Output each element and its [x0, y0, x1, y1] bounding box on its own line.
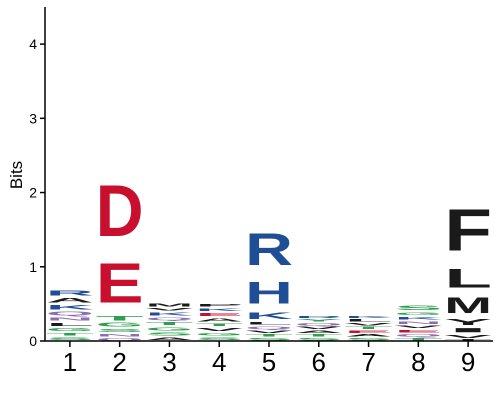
logo-letter: H [245, 275, 293, 311]
x-axis-ticks: 1 2 3 4 5 6 7 8 9 [63, 341, 475, 377]
logo-letter: A [46, 297, 94, 304]
logo-letter: T [295, 334, 343, 338]
y-tick-label: 0 [29, 333, 37, 349]
logo-letter: L [345, 319, 393, 323]
logo-letter: E [345, 330, 393, 334]
logo-letter: V [195, 327, 243, 332]
logo-letter: V [394, 325, 442, 329]
logo-letter: S [195, 337, 243, 341]
logo-letter: A [295, 330, 343, 334]
x-tick-label: 9 [461, 347, 475, 377]
logo-letter: E [96, 252, 144, 315]
logo-letter: N [96, 333, 144, 337]
logo-letter: P [195, 303, 243, 307]
x-tick-label: 1 [63, 347, 77, 377]
logo-letter: T [146, 321, 194, 326]
logo-letter: T [444, 339, 492, 341]
logo-letter: M [146, 302, 194, 307]
logo-letter: K [245, 311, 293, 321]
logo-letter: V [146, 308, 194, 312]
logo-stacks: STGLNQKARQNSGTEDASGTQKVMSGVTAEKPSTVQLKHR… [46, 170, 492, 341]
logo-letter: K [394, 316, 442, 320]
y-tick-label: 4 [29, 36, 37, 52]
y-tick-label: 2 [29, 185, 37, 201]
logo-letter: S [345, 337, 393, 341]
y-tick-label: 3 [29, 110, 37, 126]
x-tick-label: 8 [411, 347, 425, 377]
logo-letter: Q [96, 337, 144, 341]
logo-letter: F [444, 197, 492, 264]
logo-letter: D [96, 170, 144, 252]
logo-letter: G [146, 326, 194, 331]
logo-letter: L [245, 321, 293, 325]
logo-letter: K [195, 308, 243, 312]
logo-letter: V [444, 334, 492, 339]
logo-letter: A [195, 317, 243, 322]
logo-letter: S [394, 304, 442, 311]
logo-letter: T [394, 337, 442, 341]
logo-letter: T [345, 326, 393, 330]
logo-letter: K [146, 311, 194, 316]
logo-letter: Q [146, 317, 194, 321]
logo-letter: V [345, 322, 393, 326]
x-tick-label: 3 [162, 347, 176, 377]
logo-letter: K [345, 316, 393, 319]
logo-letter: Q [394, 334, 442, 338]
y-axis-ticks: 0 1 2 3 4 [29, 36, 45, 349]
logo-letter: R [295, 316, 343, 319]
logo-letter: S [96, 328, 144, 333]
x-tick-label: 7 [361, 347, 375, 377]
logo-letter: S [146, 331, 194, 336]
x-tick-label: 6 [312, 347, 326, 377]
logo-letter: T [96, 315, 144, 322]
logo-letter: S [295, 337, 343, 341]
logo-letter: Q [46, 311, 94, 317]
logo-letter: E [195, 312, 243, 317]
logo-letter: T [245, 334, 293, 338]
logo-letter: S [46, 337, 94, 341]
logo-letter: R [245, 224, 293, 274]
logo-letter: G [96, 322, 144, 328]
logo-letter: N [394, 320, 442, 324]
logo-letter: T [195, 322, 243, 326]
logo-letter: I [444, 327, 492, 334]
logo-letter: Q [245, 326, 293, 330]
logo-letter: S [245, 337, 293, 341]
x-tick-label: 2 [112, 347, 126, 377]
logo-letter: L [46, 322, 94, 327]
logo-letter: V [295, 326, 343, 330]
logo-letter: A [345, 334, 393, 338]
logo-letter: Q [295, 323, 343, 327]
x-tick-label: 4 [212, 347, 226, 377]
x-tick-label: 5 [262, 347, 276, 377]
logo-letter: V [245, 330, 293, 334]
y-axis-label: Bits [7, 161, 26, 189]
logo-letter: T [46, 332, 94, 336]
logo-letter: G [46, 327, 94, 332]
logo-letter: Y [295, 319, 343, 323]
logo-letter: L [444, 264, 492, 294]
logo-letter: G [394, 311, 442, 315]
logo-letter: M [444, 294, 492, 318]
logo-letter: K [46, 304, 94, 311]
logo-letter: E [394, 329, 442, 333]
logo-letter: A [146, 337, 194, 341]
y-tick-label: 1 [29, 259, 37, 275]
logo-letter: Y [444, 318, 492, 327]
logo-letter: R [46, 289, 94, 297]
logo-letter: G [195, 332, 243, 336]
logo-letter: N [46, 317, 94, 322]
